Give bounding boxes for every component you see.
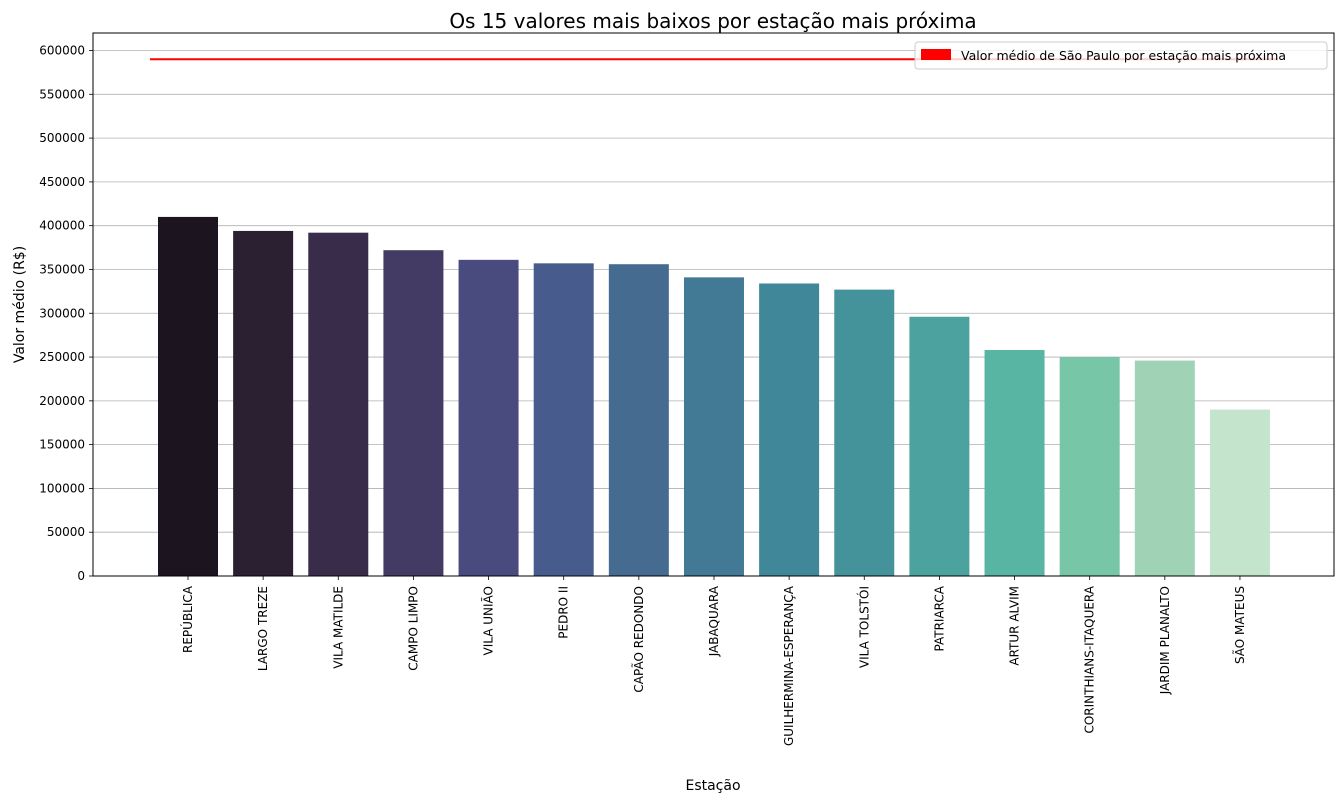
x-tick-label-6: CAPÃO REDONDO — [631, 586, 646, 693]
x-tick-label-7: JABAQUARA — [707, 585, 721, 657]
legend: Valor médio de São Paulo por estação mai… — [914, 41, 1328, 70]
bar-10 — [909, 316, 970, 576]
x-tick-label-2: VILA MATILDE — [331, 586, 345, 669]
x-tick-label-13: JARDIM PLANALTO — [1158, 586, 1172, 695]
plot-frame — [92, 32, 1335, 577]
bar-7 — [683, 277, 744, 576]
y-tick-label-7: 350000 — [39, 262, 85, 276]
x-tick-label-10: PATRIARCA — [932, 585, 946, 651]
bar-2 — [308, 232, 369, 576]
bar-14 — [1209, 409, 1270, 576]
x-tick-label-1: LARGO TREZE — [256, 586, 270, 671]
bar-9 — [834, 289, 895, 576]
bar-6 — [608, 264, 669, 576]
bar-11 — [984, 350, 1045, 576]
x-tick-label-5: PEDRO II — [557, 586, 571, 639]
bar-1 — [233, 230, 294, 576]
x-axis-label: Estação — [685, 778, 740, 794]
y-axis-label: Valor médio (R$) — [12, 246, 28, 363]
y-tick-label-10: 500000 — [39, 131, 85, 145]
y-tick-label-8: 400000 — [39, 219, 85, 233]
x-tick-label-11: ARTUR ALVIM — [1008, 586, 1022, 666]
y-tick-label-1: 50000 — [47, 525, 85, 539]
y-tick-label-2: 100000 — [39, 481, 85, 495]
x-tick-label-4: VILA UNIÃO — [481, 586, 496, 655]
legend-label: Valor médio de São Paulo por estação mai… — [961, 48, 1286, 63]
bars — [158, 216, 1270, 576]
x-tick-label-9: VILA TOLSTÓI — [856, 586, 871, 668]
bar-4 — [458, 259, 519, 576]
bar-8 — [759, 283, 820, 576]
y-tick-label-12: 600000 — [39, 44, 85, 58]
y-tick-label-6: 300000 — [39, 306, 85, 320]
bar-12 — [1059, 357, 1120, 576]
x-tick-label-0: REPÚBLICA — [180, 585, 195, 653]
bar-13 — [1134, 360, 1195, 576]
x-axis-ticks: REPÚBLICA LARGO TREZE VILA MATILDE CAMPO LI… — [180, 576, 1247, 746]
y-tick-label-11: 550000 — [39, 87, 85, 101]
y-tick-label-4: 200000 — [39, 394, 85, 408]
bar-3 — [383, 250, 444, 576]
y-tick-label-5: 250000 — [39, 350, 85, 364]
legend-box — [914, 41, 1328, 70]
x-tick-label-8: GUILHERMINA-ESPERANÇA — [782, 585, 796, 746]
x-tick-label-14: SÃO MATEUS — [1232, 586, 1247, 664]
y-axis-ticks: 0 50000 100000 150000 200000 250000 300000 3500… — [39, 44, 93, 583]
y-tick-label-9: 450000 — [39, 175, 85, 189]
legend-swatch — [921, 49, 951, 60]
y-tick-label-3: 150000 — [39, 438, 85, 452]
x-tick-label-12: CORINTHIANS-ITAQUERA — [1083, 585, 1097, 733]
bar-0 — [158, 216, 218, 576]
x-tick-label-3: CAMPO LIMPO — [406, 586, 420, 671]
y-tick-label-0: 0 — [77, 569, 85, 583]
chart-title: Os 15 valores mais baixos por estação ma… — [449, 9, 976, 33]
bar-5 — [533, 263, 594, 576]
